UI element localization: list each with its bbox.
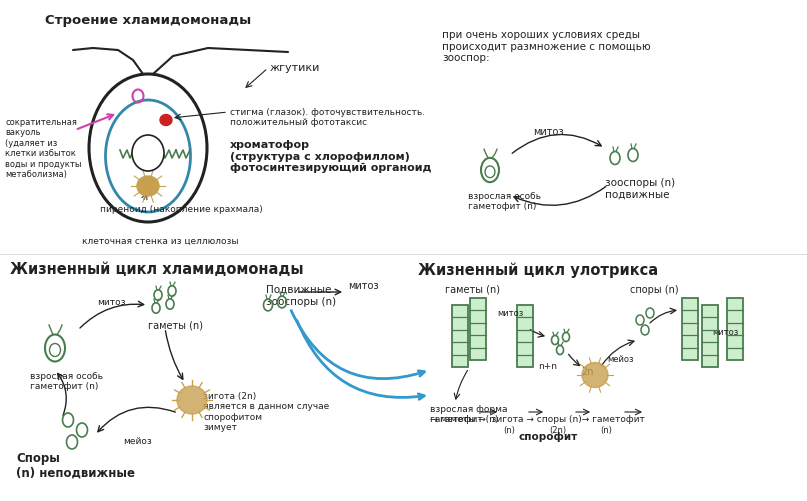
Text: митоз: митоз (97, 298, 126, 307)
Text: митоз: митоз (533, 127, 563, 137)
Text: жгутики: жгутики (270, 63, 320, 73)
Text: (n): (n) (503, 426, 515, 435)
Ellipse shape (177, 386, 207, 414)
Text: взрослая особь
гаметофит (n): взрослая особь гаметофит (n) (468, 192, 541, 211)
Text: взрослая форма
гаметофит (n): взрослая форма гаметофит (n) (430, 405, 508, 424)
Text: зооспоры (n)
подвижные: зооспоры (n) подвижные (605, 178, 675, 199)
Bar (727, 298, 743, 360)
Text: хроматофор
(структура с хлорофиллом)
фотосинтезирующий органоид: хроматофор (структура с хлорофиллом) фот… (230, 140, 432, 173)
Text: гаметы (n): гаметы (n) (148, 320, 203, 330)
Ellipse shape (160, 115, 172, 125)
Text: митоз: митоз (712, 328, 738, 337)
Text: споры (n): споры (n) (630, 285, 679, 295)
Text: гаметы (n): гаметы (n) (445, 285, 500, 295)
Text: →: → (430, 415, 438, 425)
Text: мейоз: мейоз (123, 437, 152, 446)
Text: (2n): (2n) (549, 426, 567, 435)
Text: пиреноид (накопление крахмала): пиреноид (накопление крахмала) (100, 205, 263, 214)
Text: Подвижные
зооспоры (n): Подвижные зооспоры (n) (266, 285, 337, 307)
Text: Я: Я (144, 146, 153, 159)
Text: гаметы →  зигота → споры (n)→ гаметофит: гаметы → зигота → споры (n)→ гаметофит (440, 415, 645, 424)
Text: Жизненный цикл улотрикса: Жизненный цикл улотрикса (418, 262, 659, 278)
Ellipse shape (137, 176, 159, 196)
Ellipse shape (132, 135, 164, 171)
Bar (470, 298, 486, 360)
Text: Жизненный цикл хламидомонады: Жизненный цикл хламидомонады (10, 262, 303, 277)
Ellipse shape (582, 363, 608, 387)
Text: сократительная
вакуоль
(удаляет из
клетки избыток
воды и продукты
метаболизма): сократительная вакуоль (удаляет из клетк… (5, 118, 82, 179)
Text: Споры
(n) неподвижные: Споры (n) неподвижные (16, 452, 135, 480)
Text: взрослая особь
гаметофит (n): взрослая особь гаметофит (n) (30, 372, 103, 391)
Bar (452, 305, 468, 367)
Text: митоз: митоз (497, 309, 523, 318)
Bar (517, 305, 533, 367)
Text: Строение хламидомонады: Строение хламидомонады (45, 14, 251, 27)
Text: (n): (n) (600, 426, 612, 435)
Text: клеточная стенка из целлюлозы: клеточная стенка из целлюлозы (82, 237, 239, 246)
Text: при очень хороших условиях среды
происходит размножение с помощью
зооспор:: при очень хороших условиях среды происхо… (442, 30, 650, 63)
Text: n+n: n+n (538, 362, 558, 371)
Text: мейоз: мейоз (607, 355, 633, 364)
Text: стигма (глазок). фоточувствительность.
положительный фототаксис: стигма (глазок). фоточувствительность. п… (230, 108, 425, 127)
Text: 2n: 2n (582, 367, 594, 377)
Text: спорофит: спорофит (518, 432, 578, 442)
Bar (682, 298, 698, 360)
Bar (702, 305, 718, 367)
Text: зигота (2n)
является в данном случае
спорофитом
зимует: зигота (2n) является в данном случае спо… (203, 392, 329, 432)
Text: митоз: митоз (348, 281, 378, 291)
